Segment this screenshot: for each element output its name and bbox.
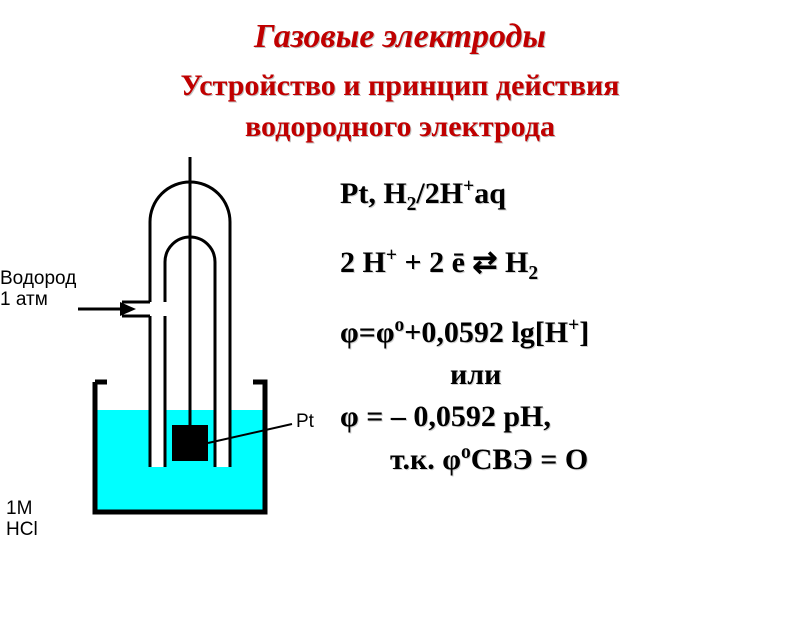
formula-block: Pt, H2/2H+aq 2 H+ + 2 ē ⇄ H2 φ=φo+0,0592… (330, 157, 800, 557)
hydrogen-label: Водород 1 атм (0, 269, 76, 311)
subtitle-line1: Устройство и принцип действия (181, 69, 620, 102)
diagram-svg (0, 157, 330, 557)
content-row: Водород 1 атм Pt 1M HCl Pt, H2/2H+aq 2 H… (0, 157, 800, 557)
half-reaction: 2 H+ + 2 ē ⇄ H2 (340, 244, 800, 285)
subtitle: Устройство и принцип действия водородног… (0, 66, 800, 147)
title-text: Газовые электроды (254, 18, 546, 55)
solution-label: 1M HCl (6, 499, 38, 541)
page-title: Газовые электроды (0, 18, 800, 56)
ph-equation: φ = – 0,0592 pH, (340, 399, 800, 435)
pt-label: Pt (296, 412, 314, 433)
electrode-diagram: Водород 1 атм Pt 1M HCl (0, 157, 330, 557)
she-reference: т.к. φoСВЭ = О (340, 441, 800, 478)
subtitle-line2: водородного электрода (245, 110, 555, 143)
nernst-equation: φ=φo+0,0592 lg[H+] (340, 314, 800, 351)
electrode-notation: Pt, H2/2H+aq (340, 175, 800, 216)
or-word: или (340, 357, 800, 393)
